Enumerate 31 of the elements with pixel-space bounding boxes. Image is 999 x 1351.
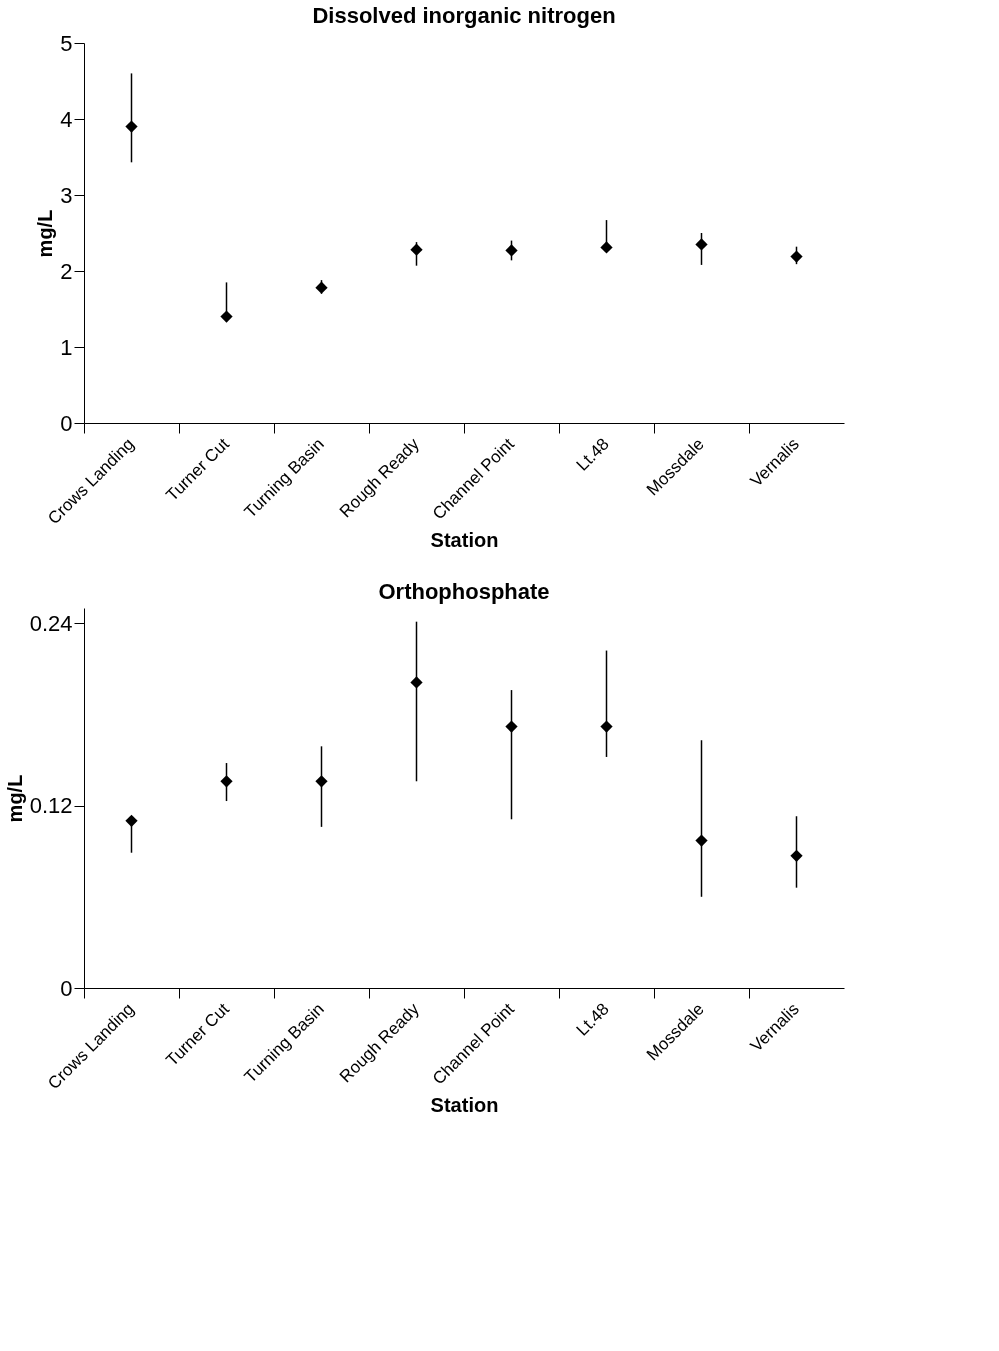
y-axis-title: mg/L bbox=[3, 774, 26, 823]
point bbox=[315, 775, 328, 788]
y-tick-label: 5 bbox=[60, 30, 73, 56]
y-tick-label: 4 bbox=[60, 106, 73, 132]
y-tick-label: 3 bbox=[60, 182, 73, 208]
point bbox=[220, 775, 233, 788]
chart-title: Dissolved inorganic nitrogen bbox=[312, 3, 616, 28]
y-tick-label: 0 bbox=[60, 975, 73, 1001]
point bbox=[695, 238, 708, 251]
point bbox=[220, 310, 233, 323]
x-axis-title: Station bbox=[430, 1094, 499, 1117]
point bbox=[790, 250, 803, 263]
point bbox=[315, 281, 328, 294]
point bbox=[125, 814, 138, 827]
y-tick-label: 0.12 bbox=[29, 793, 73, 819]
y-tick-label: 1 bbox=[60, 334, 73, 360]
point bbox=[600, 241, 613, 254]
chart-title: Orthophosphate bbox=[378, 579, 550, 604]
y-axis-title: mg/L bbox=[34, 209, 57, 258]
x-axis-title: Station bbox=[430, 529, 499, 552]
y-tick-label: 0.24 bbox=[29, 610, 73, 636]
point bbox=[410, 243, 423, 256]
y-tick-label: 2 bbox=[60, 258, 73, 284]
point bbox=[505, 720, 518, 733]
point bbox=[695, 834, 708, 847]
point bbox=[790, 849, 803, 862]
point bbox=[505, 244, 518, 257]
point bbox=[600, 720, 613, 733]
point bbox=[125, 120, 138, 133]
y-tick-label: 0 bbox=[60, 410, 73, 436]
point bbox=[410, 676, 423, 689]
